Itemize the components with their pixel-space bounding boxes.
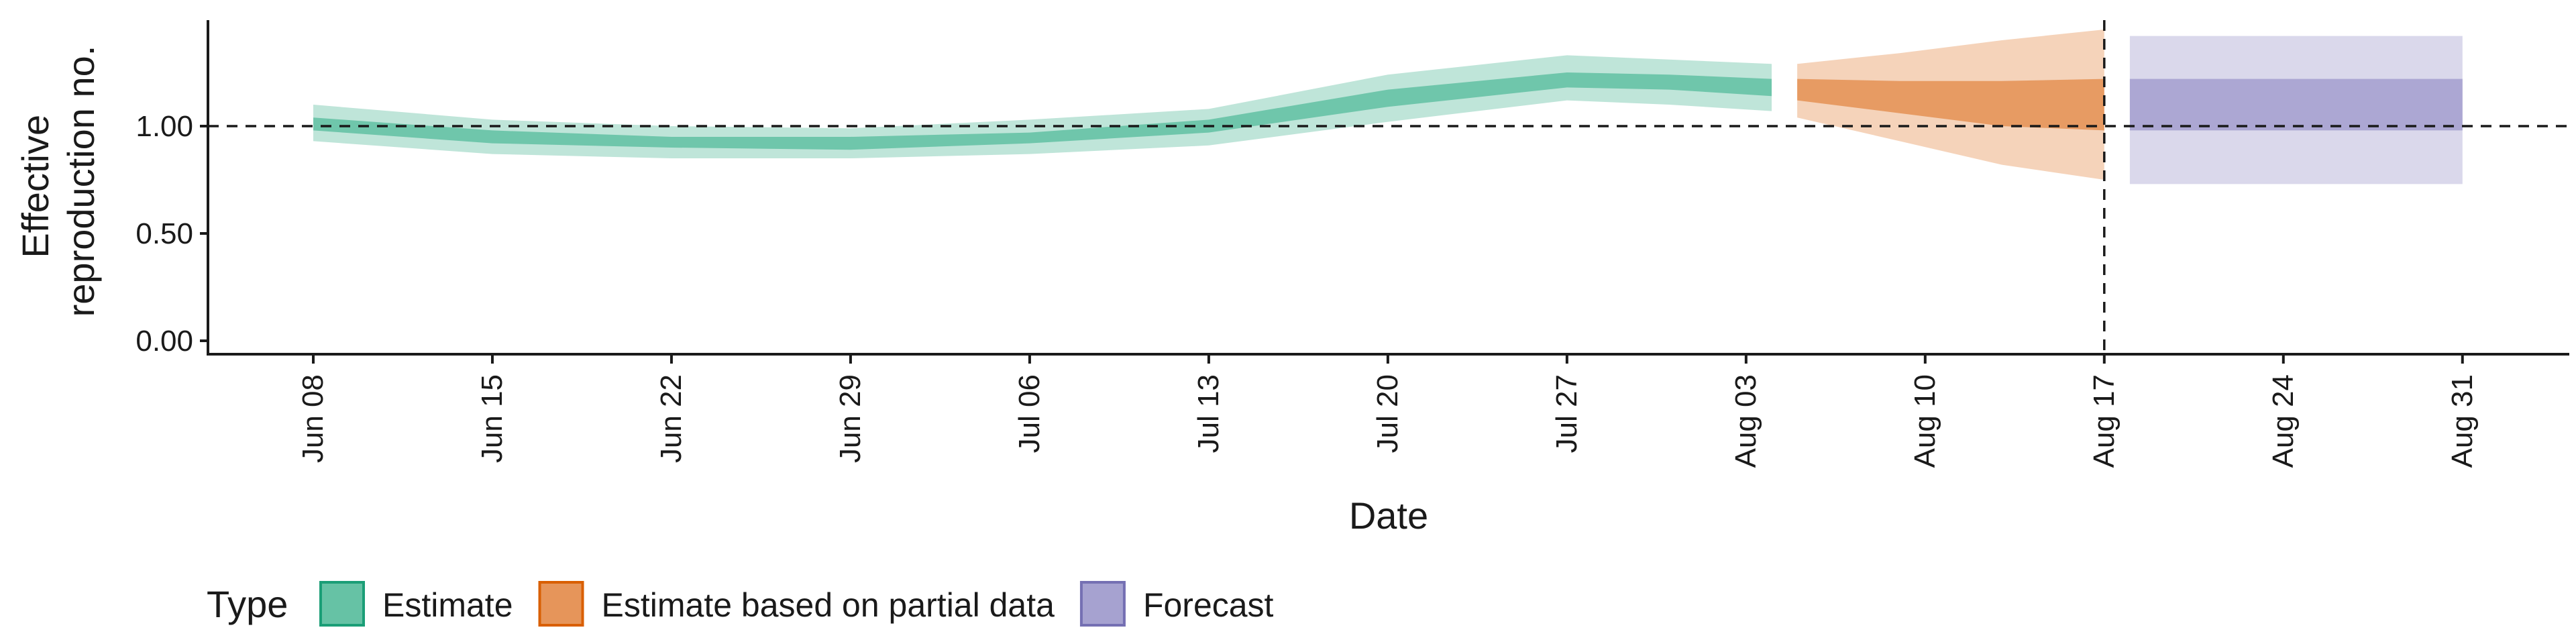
x-tick-label-11: Aug 24 <box>2267 374 2300 468</box>
legend-title: Type <box>207 583 288 625</box>
band-50-series-2 <box>2129 78 2463 131</box>
x-tick-label-2: Jun 22 <box>655 374 688 463</box>
legend-label-2: Forecast <box>1143 586 1274 624</box>
x-tick-label-12: Aug 31 <box>2446 374 2479 468</box>
band-50-series-1 <box>1797 78 2104 131</box>
legend-label-0: Estimate <box>382 586 513 624</box>
band-50-series-0 <box>313 72 1772 150</box>
y-axis-title: Effective reproduction no. <box>14 46 102 317</box>
x-tick-label-8: Aug 03 <box>1729 374 1762 468</box>
x-tick-label-9: Aug 10 <box>1909 374 1941 468</box>
y-tick-label-0: 0.00 <box>136 325 193 358</box>
y-tick-label-2: 1.00 <box>136 110 193 143</box>
x-tick-label-10: Aug 17 <box>2088 374 2121 468</box>
legend-swatch-1 <box>538 581 584 627</box>
x-axis-title: Date <box>1349 494 1428 537</box>
legend: Type Estimate Estimate based on partial d… <box>207 581 1274 627</box>
x-tick-label-6: Jul 20 <box>1371 374 1404 453</box>
y-ticks: 0.00 0.50 1.00 <box>136 110 208 358</box>
y-tick-label-1: 0.50 <box>136 217 193 250</box>
x-tick-label-3: Jun 29 <box>834 374 867 463</box>
y-axis-title-line-2: reproduction no. <box>60 46 102 317</box>
legend-swatch-0 <box>319 581 365 627</box>
x-tick-label-4: Jul 06 <box>1013 374 1046 453</box>
x-ticks: Jun 08 Jun 15 Jun 22 Jun 29 Jul 06 Jul 13 Jul … <box>297 354 2479 468</box>
band-90-series-0 <box>313 55 1772 159</box>
legend-swatch-2 <box>1079 581 1126 627</box>
x-tick-label-7: Jul 27 <box>1550 374 1583 453</box>
y-axis-title-line-1: Effective <box>14 115 56 258</box>
x-tick-label-0: Jun 08 <box>297 374 329 463</box>
band-layer <box>313 30 2463 184</box>
x-tick-label-1: Jun 15 <box>476 374 508 463</box>
x-tick-label-5: Jul 13 <box>1192 374 1225 453</box>
legend-label-1: Estimate based on partial data <box>602 586 1055 624</box>
